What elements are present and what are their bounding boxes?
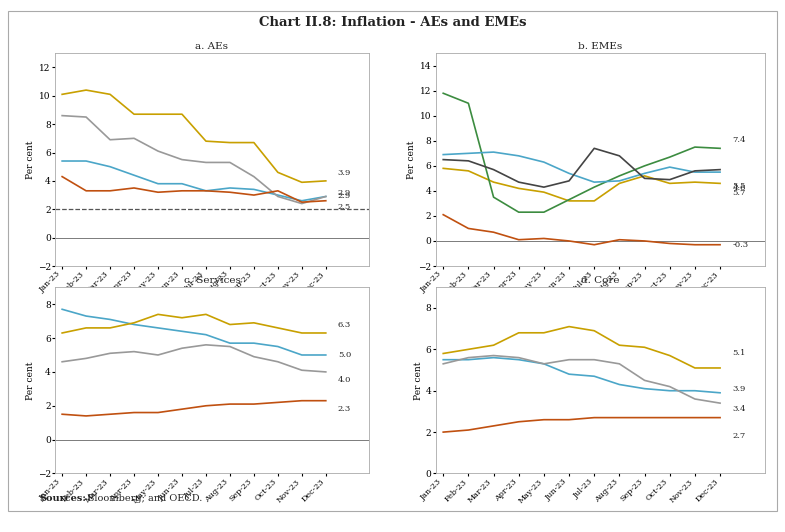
Y-axis label: Per cent: Per cent xyxy=(26,140,35,179)
Y-axis label: Per cent: Per cent xyxy=(407,140,415,179)
Y-axis label: Per cent: Per cent xyxy=(414,361,423,400)
Text: 2.9: 2.9 xyxy=(338,193,351,201)
Text: 3.9: 3.9 xyxy=(732,385,746,393)
Text: 2.5: 2.5 xyxy=(338,203,351,211)
Title: b. EMEs: b. EMEs xyxy=(579,42,623,51)
Text: 3.4: 3.4 xyxy=(732,405,747,413)
Title: a. AEs: a. AEs xyxy=(195,42,228,51)
Y-axis label: Per cent: Per cent xyxy=(26,361,35,400)
Text: 2.3: 2.3 xyxy=(338,405,351,413)
Text: 4.0: 4.0 xyxy=(338,376,351,385)
Text: -0.3: -0.3 xyxy=(732,240,749,249)
Text: 7.4: 7.4 xyxy=(732,136,747,144)
Text: 3.9: 3.9 xyxy=(338,169,351,177)
Text: 2.7: 2.7 xyxy=(732,432,746,440)
Text: Bloomberg; and OECD.: Bloomberg; and OECD. xyxy=(84,494,203,503)
Text: 6.3: 6.3 xyxy=(338,320,351,329)
Text: 5.1: 5.1 xyxy=(732,350,746,358)
Text: 2.9: 2.9 xyxy=(338,189,351,197)
Text: Chart II.8: Inflation - AEs and EMEs: Chart II.8: Inflation - AEs and EMEs xyxy=(259,16,526,29)
Legend: US (PCE), UK, Euro area, Japan: US (PCE), UK, Euro area, Japan xyxy=(108,335,316,351)
Text: 5.5: 5.5 xyxy=(732,182,746,190)
Title: c. Services: c. Services xyxy=(184,276,240,285)
Title: d. Core: d. Core xyxy=(581,276,620,285)
Text: Sources:: Sources: xyxy=(39,494,86,503)
Text: 5.7: 5.7 xyxy=(732,189,746,197)
Text: 5.0: 5.0 xyxy=(338,351,351,359)
Text: 4.6: 4.6 xyxy=(732,185,746,193)
Legend: Brazil, Russia, China, South Africa, India: Brazil, Russia, China, South Africa, Ind… xyxy=(471,335,730,351)
